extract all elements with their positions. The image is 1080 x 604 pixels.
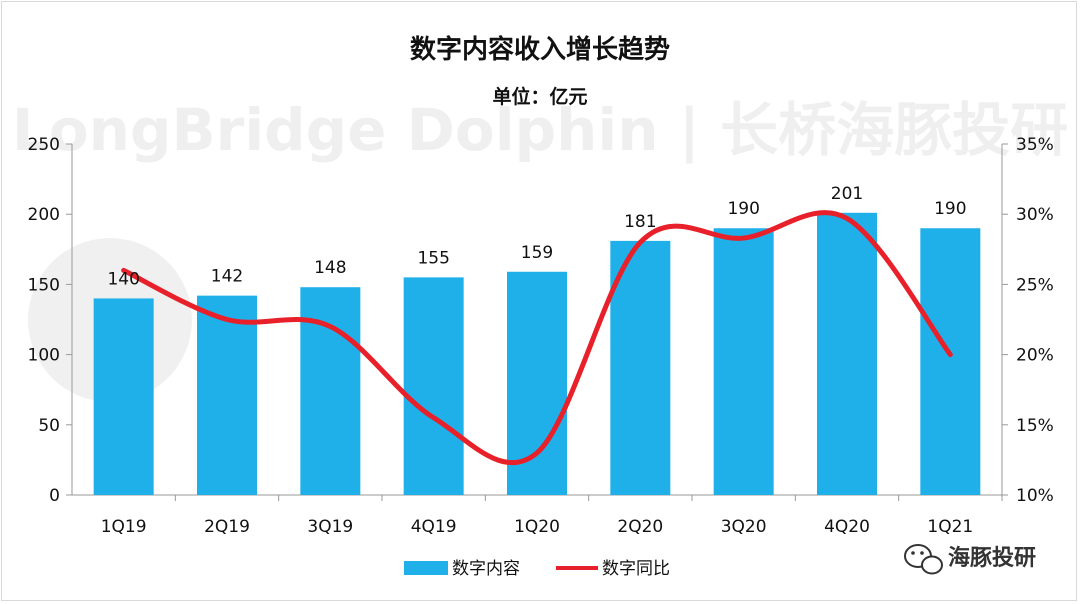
- left-tick-label: 0: [49, 486, 60, 506]
- x-tick-label: 3Q19: [307, 517, 353, 537]
- x-tick-label: 1Q21: [927, 517, 973, 537]
- chart-title: 数字内容收入增长趋势: [410, 34, 670, 65]
- bar-data-label: 142: [211, 267, 243, 287]
- bar-data-label: 148: [314, 258, 346, 278]
- left-axis-ticks: 0 50 100 150 200 250: [28, 135, 72, 506]
- left-tick-label: 100: [28, 346, 60, 366]
- bar: [93, 298, 154, 495]
- bar-series: [93, 212, 981, 496]
- left-tick-label: 50: [38, 416, 60, 436]
- right-tick-label: 10%: [1016, 486, 1054, 506]
- line-series: [121, 210, 953, 466]
- x-tick-label: 3Q20: [721, 517, 767, 537]
- left-tick-label: 200: [28, 205, 60, 225]
- wechat-icon: [904, 544, 943, 575]
- bar: [817, 212, 877, 495]
- right-tick-label: 35%: [1016, 135, 1054, 155]
- legend-label-bar: 数字内容: [452, 559, 520, 579]
- bar: [507, 271, 567, 495]
- bar: [713, 228, 774, 496]
- bar: [920, 228, 981, 496]
- x-axis-ticks: 1Q19 2Q19 3Q19 4Q19 1Q20 2Q20 3Q20 4Q20 1Q21: [101, 495, 1003, 537]
- legend: 数字内容 数字同比: [404, 559, 670, 579]
- x-tick-label: 1Q20: [514, 517, 560, 537]
- bar: [403, 277, 464, 495]
- bar: [610, 240, 671, 495]
- bar-data-label: 155: [417, 248, 449, 268]
- bar: [197, 295, 257, 495]
- legend-label-line: 数字同比: [602, 559, 670, 579]
- right-tick-label: 25%: [1016, 275, 1054, 295]
- legend-swatch-bar: [404, 561, 448, 575]
- chart-subtitle: 单位：亿元: [492, 85, 587, 108]
- bar-data-label: 159: [521, 243, 553, 263]
- source-badge: 海豚投研: [904, 544, 1036, 575]
- x-tick-label: 4Q19: [411, 517, 457, 537]
- bar-data-label: 181: [624, 212, 656, 232]
- x-tick-label: 2Q20: [617, 517, 663, 537]
- bar-data-label: 140: [107, 269, 139, 289]
- right-tick-label: 15%: [1016, 416, 1054, 436]
- watermark-text: LongBridge Dolphin | 长桥海豚投研: [12, 96, 1068, 164]
- bar-data-label: 201: [831, 184, 863, 204]
- right-tick-label: 30%: [1016, 205, 1054, 225]
- growth-line: [121, 210, 953, 466]
- left-tick-label: 250: [28, 135, 60, 155]
- bar-data-labels: 140 142 148 155 159 181 190 201 190: [107, 184, 966, 290]
- source-label: 海豚投研: [948, 545, 1036, 571]
- right-tick-label: 20%: [1016, 346, 1054, 366]
- right-axis-ticks: 10% 15% 20% 25% 30% 35%: [1002, 135, 1054, 506]
- bar-data-label: 190: [727, 199, 759, 219]
- left-tick-label: 150: [28, 275, 60, 295]
- x-tick-label: 2Q19: [204, 517, 250, 537]
- x-tick-label: 1Q19: [101, 517, 147, 537]
- x-tick-label: 4Q20: [824, 517, 870, 537]
- bar-data-label: 190: [934, 199, 966, 219]
